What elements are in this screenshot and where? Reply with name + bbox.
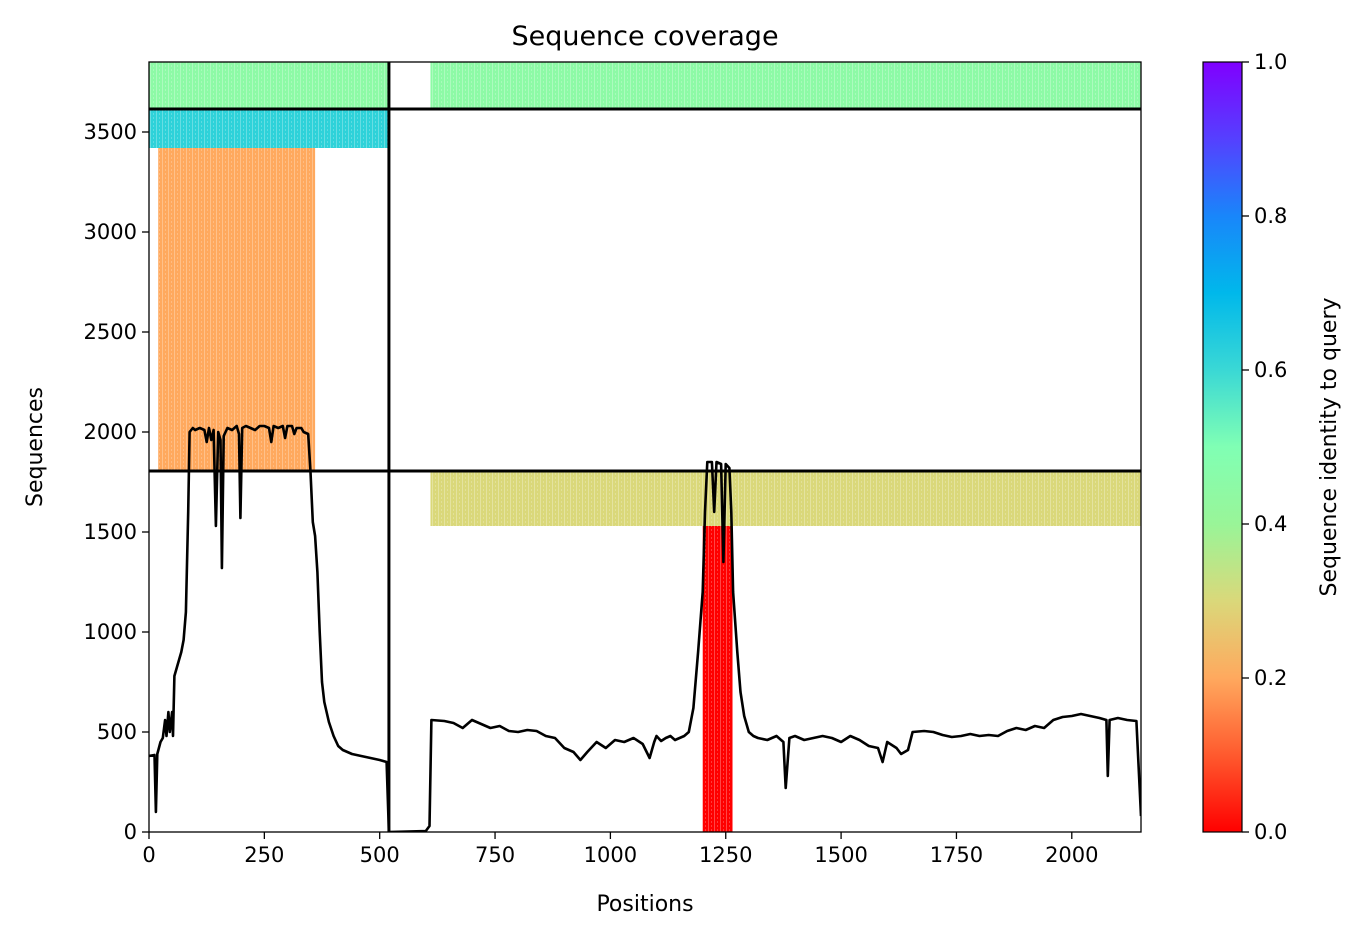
colorbar-tick-label: 0.2 xyxy=(1254,666,1287,690)
y-tick-label: 3500 xyxy=(84,120,137,144)
x-axis-label: Positions xyxy=(596,892,693,917)
y-axis-ticks: 0 500 1000 1500 2000 2500 3000 3500 xyxy=(84,120,149,844)
coverage-block-texture-1 xyxy=(149,62,389,109)
coverage-block-texture-4 xyxy=(158,148,316,471)
x-tick-label: 500 xyxy=(360,843,400,867)
coverage-blocks xyxy=(149,62,1141,832)
x-tick-label: 0 xyxy=(142,843,155,867)
x-axis-ticks: 0 250 500 750 1000 1250 1500 1750 2000 xyxy=(142,832,1099,867)
chain-boundaries xyxy=(149,62,1141,832)
x-tick-label: 1000 xyxy=(584,843,637,867)
coverage-block-texture-3 xyxy=(149,109,389,148)
colorbar-ticks: 0.0 0.2 0.4 0.6 0.8 1.0 xyxy=(1242,50,1287,844)
coverage-line-layer xyxy=(149,424,1141,832)
y-tick-label: 1000 xyxy=(84,620,137,644)
chart-title: Sequence coverage xyxy=(511,21,778,52)
colorbar-tick-label: 0.6 xyxy=(1254,358,1287,382)
colorbar-tick-label: 0.0 xyxy=(1254,820,1287,844)
colorbar xyxy=(1202,61,1243,833)
x-tick-label: 750 xyxy=(475,843,515,867)
plot-frame xyxy=(148,61,1142,833)
x-tick-label: 1250 xyxy=(699,843,752,867)
y-tick-label: 1500 xyxy=(84,520,137,544)
colorbar-tick-label: 0.4 xyxy=(1254,512,1287,536)
colorbar-tick-label: 0.8 xyxy=(1254,204,1287,228)
coverage-line-1 xyxy=(149,424,1141,832)
x-tick-label: 250 xyxy=(244,843,284,867)
y-tick-label: 2500 xyxy=(84,320,137,344)
x-tick-label: 1750 xyxy=(930,843,983,867)
colorbar-tick-label: 1.0 xyxy=(1254,50,1287,74)
colorbar-label: Sequence identity to query xyxy=(1317,297,1342,596)
y-tick-label: 0 xyxy=(124,820,137,844)
y-tick-label: 500 xyxy=(97,720,137,744)
coverage-block-texture-6 xyxy=(702,526,733,832)
coverage-block-texture-5 xyxy=(430,471,1141,526)
x-tick-label: 1500 xyxy=(814,843,867,867)
coverage-block-texture-2 xyxy=(430,62,1141,109)
y-axis-label: Sequences xyxy=(23,387,48,507)
x-tick-label: 2000 xyxy=(1045,843,1098,867)
y-tick-label: 2000 xyxy=(84,420,137,444)
y-tick-label: 3000 xyxy=(84,220,137,244)
